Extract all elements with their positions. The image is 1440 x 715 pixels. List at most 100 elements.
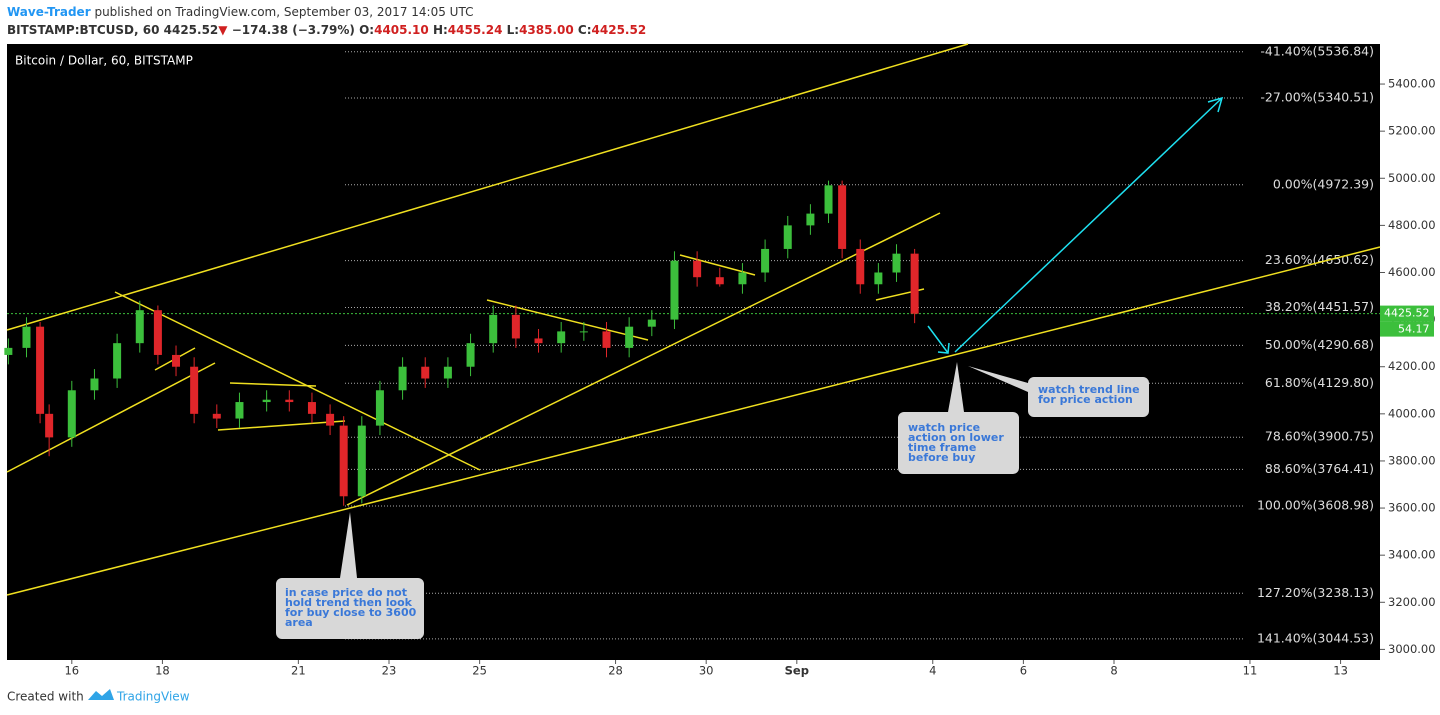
candle-body [36, 326, 45, 414]
footer: Created with [7, 690, 84, 704]
candle-body [262, 399, 271, 403]
candle-body [693, 260, 702, 278]
callout-text: for buy close to 3600 [285, 606, 417, 619]
candle-body [824, 185, 833, 214]
callout-text: in case price do not [285, 586, 407, 599]
candle-body [489, 314, 498, 344]
candle-body [135, 310, 144, 344]
x-tick-label: Sep [785, 664, 809, 678]
candle-body [235, 402, 244, 419]
callout-text: for price action [1038, 393, 1133, 406]
callout [968, 366, 1149, 417]
x-tick-label: 18 [155, 664, 170, 678]
last-price-tag [1380, 305, 1434, 322]
candle-body [113, 343, 122, 379]
callout-text: area [285, 616, 313, 629]
trend-line [217, 420, 346, 431]
y-tick-label: 5400.00 [1388, 77, 1436, 91]
chart-title: Bitcoin / Dollar, 60, BITSTAMP [15, 54, 193, 68]
candle-body [856, 248, 865, 285]
ohlc-value: 4405.10 [374, 23, 429, 37]
down-arrow: ▼ [218, 23, 228, 37]
fib-label: -41.40%(5536.84) [1260, 43, 1374, 58]
brand-logo [88, 689, 114, 700]
ohlc-value: 4425.52 [592, 23, 647, 37]
publisher[interactable]: Wave-Trader [7, 5, 91, 19]
x-tick-label: 4 [929, 664, 936, 678]
last: 4425.52 [164, 23, 219, 37]
chart-background [7, 44, 1380, 660]
fib-label: 23.60%(4650.62) [1265, 252, 1374, 267]
y-tick-label: 5000.00 [1388, 171, 1436, 185]
ohlc-label: O: [359, 23, 374, 37]
fib-label: 0.00%(4972.39) [1273, 176, 1374, 191]
y-tick-label: 4200.00 [1388, 359, 1436, 373]
candle-body [172, 354, 181, 367]
candle-body [838, 185, 847, 249]
y-tick-label: 3600.00 [1388, 501, 1436, 515]
pullback-arrow [927, 325, 949, 354]
ohlc-label: C: [578, 23, 592, 37]
candle-body [153, 310, 162, 355]
candle-body [45, 413, 54, 438]
candle-body [557, 331, 566, 344]
candle-body [22, 326, 31, 348]
publish-line: Wave-Trader published on TradingView.com… [7, 5, 473, 19]
x-tick-label: 8 [1110, 664, 1117, 678]
y-tick-label: 3400.00 [1388, 548, 1436, 562]
callout-text: action on lower [908, 431, 1004, 444]
x-tick-label: 11 [1243, 664, 1258, 678]
candle-body [738, 272, 747, 285]
callout-text: watch trend line [1038, 383, 1140, 396]
fib-label: 88.60%(3764.41) [1265, 461, 1374, 476]
x-tick-label: 23 [382, 664, 397, 678]
candle-body [534, 338, 543, 344]
candle-body [806, 213, 815, 226]
y-tick-label: 4000.00 [1388, 406, 1436, 420]
candle-body [761, 248, 770, 273]
candle-body [715, 277, 724, 285]
x-tick-label: 6 [1020, 664, 1027, 678]
candle-body [285, 399, 294, 403]
callout-text: watch price [908, 421, 980, 434]
candle-body [90, 378, 99, 391]
last-price-label: 4425.52 [1384, 307, 1430, 320]
trend-line [114, 291, 481, 471]
candle-body [398, 366, 407, 391]
fib-label: 38.20%(4451.57) [1265, 299, 1374, 314]
callout [276, 512, 424, 639]
candle-body [910, 253, 919, 314]
ohlc-value: 4455.24 [448, 23, 503, 37]
trend-line [486, 299, 649, 341]
target-arrow [954, 97, 1223, 353]
candle-body [874, 272, 883, 285]
callout-text: time frame [908, 441, 976, 454]
trend-line [346, 212, 941, 506]
candle-body [357, 425, 366, 497]
x-tick-label: 21 [291, 664, 306, 678]
arrow-head [1207, 96, 1224, 113]
candle-body [647, 319, 656, 327]
x-tick-label: 28 [608, 664, 623, 678]
brand[interactable]: TradingView [116, 690, 190, 704]
y-tick-label: 3800.00 [1388, 453, 1436, 467]
candle-body [421, 366, 430, 379]
candle-body [4, 347, 13, 355]
ohlc-label: H: [433, 23, 448, 37]
fib-label: 61.80%(4129.80) [1265, 375, 1374, 390]
candle-body [326, 413, 335, 426]
symbol: BITSTAMP:BTCUSD, 60 [7, 23, 159, 37]
candle-body [190, 366, 199, 414]
y-tick-label: 3000.00 [1388, 642, 1436, 656]
y-tick-label: 5200.00 [1388, 124, 1436, 138]
trend-line [6, 362, 216, 473]
callout [898, 362, 1019, 474]
fib-label: 100.00%(3608.98) [1257, 497, 1374, 512]
x-tick-label: 25 [472, 664, 487, 678]
fib-label: -27.00%(5340.51) [1260, 90, 1374, 105]
y-tick-label: 4800.00 [1388, 218, 1436, 232]
callout-text: before buy [908, 451, 975, 464]
arrow-head [937, 342, 950, 354]
ohlc-label: L: [507, 23, 519, 37]
